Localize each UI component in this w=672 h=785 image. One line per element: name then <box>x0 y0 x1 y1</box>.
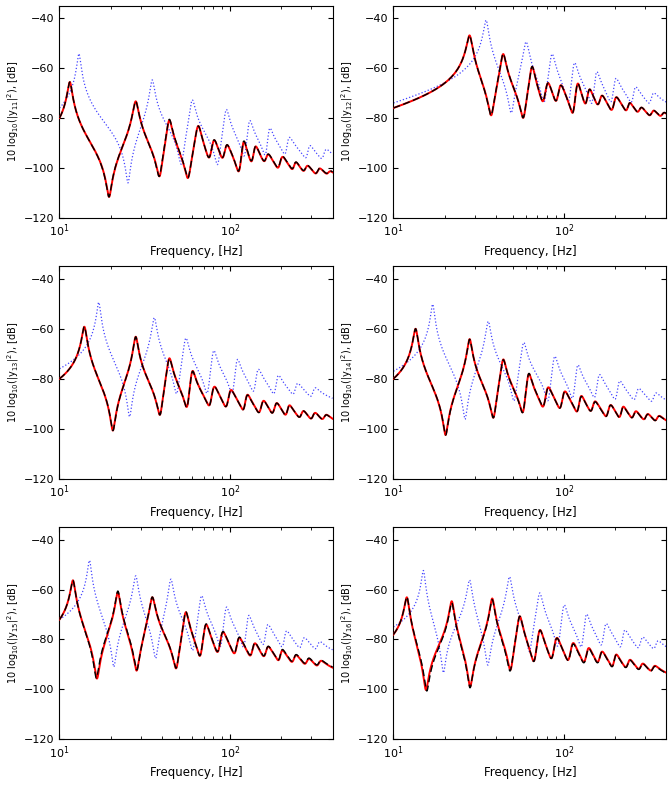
Y-axis label: 10 log$_{10}$(|y$_{14}$|$^{2}$), [dB]: 10 log$_{10}$(|y$_{14}$|$^{2}$), [dB] <box>339 322 355 423</box>
X-axis label: Frequency, [Hz]: Frequency, [Hz] <box>150 245 243 258</box>
X-axis label: Frequency, [Hz]: Frequency, [Hz] <box>484 506 577 519</box>
X-axis label: Frequency, [Hz]: Frequency, [Hz] <box>484 766 577 780</box>
Y-axis label: 10 log$_{10}$(|y$_{12}$|$^{2}$), [dB]: 10 log$_{10}$(|y$_{12}$|$^{2}$), [dB] <box>339 61 355 162</box>
Y-axis label: 10 log$_{10}$(|y$_{11}$|$^{2}$), [dB]: 10 log$_{10}$(|y$_{11}$|$^{2}$), [dB] <box>5 61 22 162</box>
Y-axis label: 10 log$_{10}$(|y$_{16}$|$^{2}$), [dB]: 10 log$_{10}$(|y$_{16}$|$^{2}$), [dB] <box>339 582 355 684</box>
Y-axis label: 10 log$_{10}$(|y$_{13}$|$^{2}$), [dB]: 10 log$_{10}$(|y$_{13}$|$^{2}$), [dB] <box>5 322 22 423</box>
X-axis label: Frequency, [Hz]: Frequency, [Hz] <box>150 766 243 780</box>
X-axis label: Frequency, [Hz]: Frequency, [Hz] <box>484 245 577 258</box>
Y-axis label: 10 log$_{10}$(|y$_{15}$|$^{2}$), [dB]: 10 log$_{10}$(|y$_{15}$|$^{2}$), [dB] <box>5 582 22 684</box>
X-axis label: Frequency, [Hz]: Frequency, [Hz] <box>150 506 243 519</box>
